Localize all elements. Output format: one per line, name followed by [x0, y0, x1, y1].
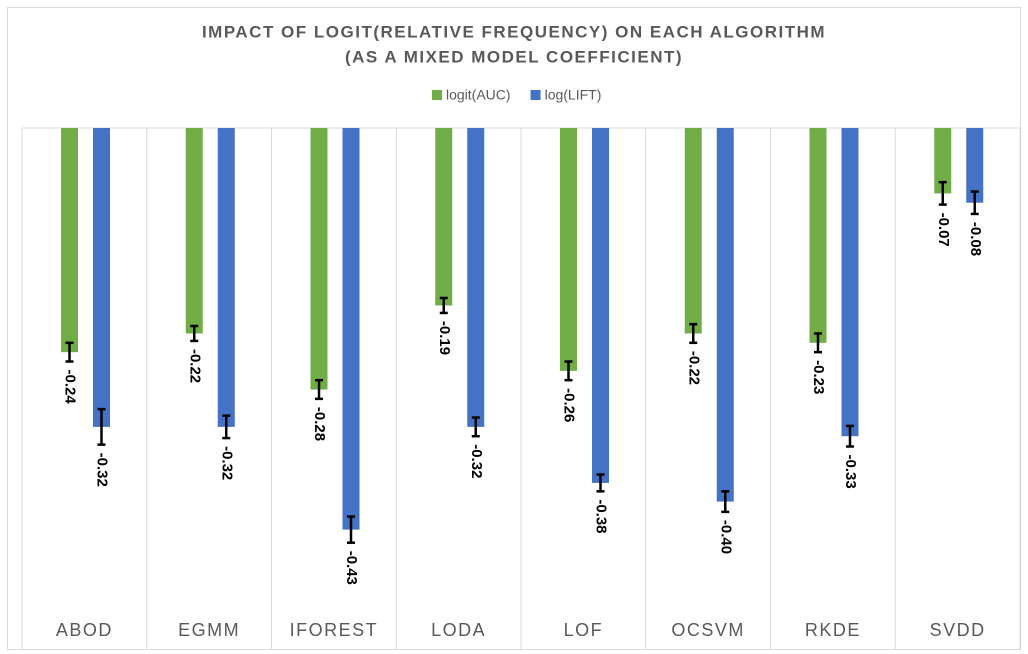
legend-label: logit(AUC) [446, 87, 511, 103]
x-tick-label: OCSVM [671, 620, 745, 640]
error-bar [347, 515, 355, 544]
error-bar [721, 490, 730, 514]
bar [841, 128, 859, 437]
bar [217, 128, 235, 427]
bar [342, 128, 360, 530]
data-label: -0.28 [311, 407, 328, 441]
bar [809, 128, 827, 343]
data-label: -0.22 [685, 351, 702, 385]
data-label: -0.19 [436, 321, 453, 355]
chart-border [7, 7, 1021, 650]
error-bar [65, 341, 74, 363]
error-bar [222, 414, 231, 440]
bar [934, 128, 952, 194]
data-label: -0.33 [842, 454, 859, 488]
chart-title: IMPACT OF LOGIT(RELATIVE FREQUENCY) ON E… [202, 22, 826, 41]
error-bar [315, 378, 323, 401]
data-label: -0.22 [186, 349, 203, 383]
x-tick-label: ABOD [56, 620, 113, 640]
x-tick-label: LODA [431, 620, 486, 640]
error-bar [814, 332, 822, 354]
data-label: -0.32 [468, 444, 485, 478]
data-label: -0.26 [561, 388, 578, 422]
bar [435, 128, 453, 306]
data-label: -0.32 [94, 453, 111, 487]
data-label: -0.43 [343, 551, 360, 585]
error-bar [564, 360, 573, 382]
data-label: -0.23 [810, 360, 827, 394]
legend-swatch [432, 90, 442, 100]
bar [185, 128, 203, 334]
bar [93, 128, 110, 427]
bar [716, 128, 734, 502]
bar [592, 128, 609, 483]
data-label: -0.40 [717, 520, 734, 554]
bar [966, 128, 984, 203]
x-tick-label: RKDE [805, 620, 861, 640]
bar [467, 128, 485, 427]
bar [560, 128, 577, 371]
bar [61, 128, 78, 353]
error-bar [596, 473, 605, 493]
data-label: -0.07 [935, 213, 952, 247]
data-label: -0.32 [218, 446, 235, 480]
bar [684, 128, 702, 334]
error-bar [471, 416, 480, 438]
x-tick-label: SVDD [930, 620, 986, 640]
data-label: -0.08 [967, 222, 984, 256]
error-bar [439, 296, 448, 315]
x-tick-label: EGMM [178, 620, 240, 640]
bar [310, 128, 328, 390]
error-bar [970, 190, 979, 216]
error-bar [689, 322, 698, 345]
x-tick-label: IFOREST [290, 620, 379, 640]
error-bar [190, 324, 199, 343]
chart-title: (AS A MIXED MODEL COEFFICIENT) [345, 47, 683, 66]
error-bar [938, 180, 947, 206]
x-tick-label: LOF [564, 620, 604, 640]
error-bar [846, 424, 854, 448]
legend-label: log(LIFT) [545, 87, 602, 103]
data-label: -0.24 [62, 370, 79, 405]
data-label: -0.38 [593, 499, 610, 533]
error-bar [97, 407, 106, 446]
legend-swatch [530, 90, 541, 100]
